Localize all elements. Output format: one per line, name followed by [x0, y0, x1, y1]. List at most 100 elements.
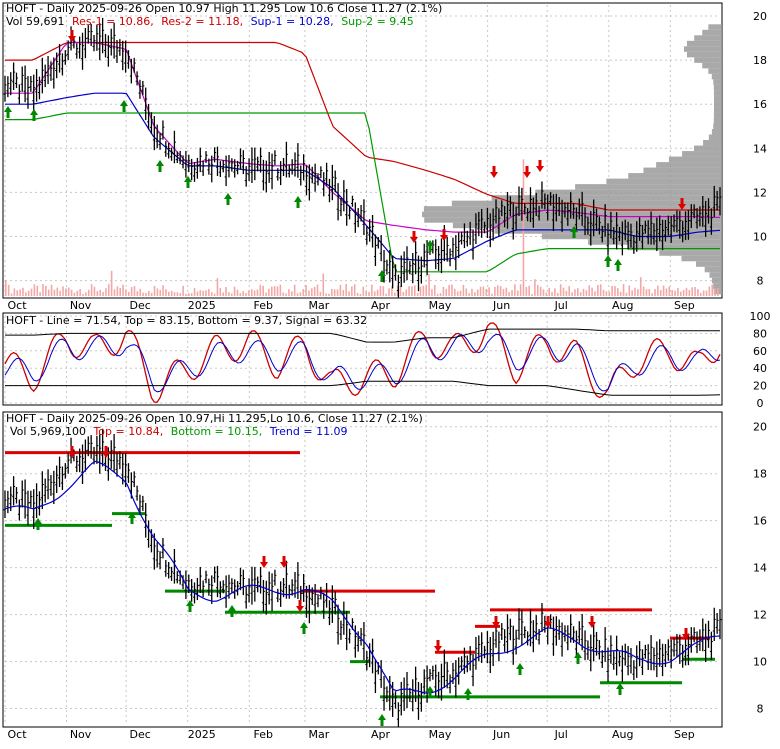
volume-bar — [642, 286, 645, 296]
volume-bar — [637, 289, 639, 296]
volume-bar — [79, 289, 81, 296]
volume-bar — [405, 289, 407, 296]
volume-bar — [439, 293, 442, 296]
volume-bar — [528, 285, 530, 296]
x-tick-label: Nov — [70, 728, 92, 741]
volume-bar — [657, 285, 659, 296]
volume-bar — [331, 289, 333, 296]
volume-bar — [674, 290, 676, 296]
down-arrow-icon — [440, 229, 448, 241]
volume-bar — [130, 287, 133, 296]
volume-bar — [577, 288, 579, 296]
volume-bar — [588, 285, 591, 296]
volume-bar — [296, 293, 299, 296]
legend-res1: Res-1 = 10.86, — [72, 15, 154, 28]
volume-profile-bar — [708, 134, 722, 141]
line-sup-1 — [5, 92, 721, 262]
trend-panel-title: HOFT - Daily 2025-09-26 Open 10.97,Hi 11… — [6, 412, 423, 425]
volume-bar — [353, 284, 356, 296]
volume-bar — [536, 284, 539, 296]
volume-bar — [694, 286, 696, 296]
x-tick-label: Sep — [674, 299, 695, 312]
volume-profile-bar — [684, 46, 722, 52]
volume-bar — [253, 290, 256, 296]
volume-bar — [230, 293, 233, 296]
y-tick-label: 12 — [753, 609, 767, 622]
down-arrow-icon — [492, 616, 500, 628]
volume-bar — [333, 289, 336, 296]
volume-bar — [479, 286, 482, 296]
volume-profile-bar — [628, 244, 722, 251]
volume-bar — [402, 292, 405, 296]
volume-bar — [511, 290, 513, 296]
volume-bar — [416, 293, 419, 296]
volume-bar — [614, 286, 616, 296]
volume-bar — [65, 288, 67, 296]
volume-profile-bar — [694, 57, 722, 63]
volume-bar — [691, 287, 693, 296]
volume-bar — [665, 288, 668, 296]
volume-profile-bar — [708, 24, 722, 30]
volume-bar — [282, 292, 285, 296]
volume-bar — [499, 285, 502, 296]
volume-bar — [245, 293, 247, 296]
volume-bar — [531, 293, 533, 296]
volume-bar — [602, 289, 605, 296]
up-arrow-icon — [294, 196, 302, 208]
up-arrow-icon — [426, 240, 434, 252]
volume-bar — [179, 293, 182, 296]
x-tick-label: Dec — [130, 728, 151, 741]
x-tick-label: 2025 — [188, 299, 216, 312]
volume-profile-bar — [541, 233, 722, 240]
price-x-ticks: Oct Nov Dec 2025 Feb Mar Apr May Jun Jul Aug Sep — [7, 299, 694, 312]
volume-profile-bar — [643, 167, 722, 174]
volume-bar — [270, 286, 273, 296]
trend-panel: 20 18 16 14 12 10 8 Oct Nov Dec 2025 Feb Mar Apr May J… — [2, 411, 767, 741]
volume-bar — [356, 292, 359, 296]
volume-bar — [50, 284, 53, 296]
volume-bar — [451, 284, 453, 296]
volume-bar — [422, 285, 425, 296]
trend-series-line — [4, 460, 721, 694]
down-arrow-icon — [68, 446, 76, 458]
down-arrow-icon — [678, 198, 686, 210]
volume-bar — [5, 280, 7, 296]
volume-bar — [459, 290, 462, 296]
volume-profile-bar — [713, 117, 722, 124]
volume-bar — [659, 290, 662, 296]
volume-bar — [199, 290, 202, 296]
volume-bar — [25, 292, 27, 296]
volume-bar — [599, 284, 602, 296]
volume-bar — [76, 290, 79, 296]
y-tick-label: 60 — [753, 345, 767, 358]
volume-bar — [651, 293, 653, 296]
volume-bar — [539, 286, 542, 296]
y-tick-label: 16 — [753, 515, 767, 528]
volume-profile-bar — [575, 184, 722, 190]
legend-top: Top = 10.84, — [92, 425, 163, 438]
volume-profile-bar — [695, 261, 722, 267]
down-arrow-icon — [588, 616, 596, 628]
volume-profile-bar — [702, 29, 722, 36]
volume-bar — [208, 288, 210, 296]
volume-bar — [70, 289, 73, 296]
volume-bar — [391, 285, 393, 296]
volume-bar — [82, 293, 84, 296]
x-tick-label: Mar — [309, 299, 330, 312]
up-arrow-icon — [378, 714, 386, 726]
volume-bar — [519, 284, 522, 296]
volume-bar — [359, 293, 362, 296]
volume-bar — [565, 290, 568, 296]
up-arrow-icon — [156, 160, 164, 172]
up-arrow-icon — [604, 255, 612, 267]
volume-profile-bar — [713, 101, 722, 107]
volume-bar — [399, 285, 402, 296]
volume-bar — [382, 286, 385, 296]
signal-arrows — [4, 30, 686, 282]
volume-bar — [668, 286, 671, 296]
up-arrow-icon — [378, 270, 386, 282]
volume-bar — [305, 285, 307, 296]
volume-profile-bar — [694, 145, 722, 152]
volume-bar — [371, 284, 373, 296]
trend-price-bars — [3, 428, 722, 727]
